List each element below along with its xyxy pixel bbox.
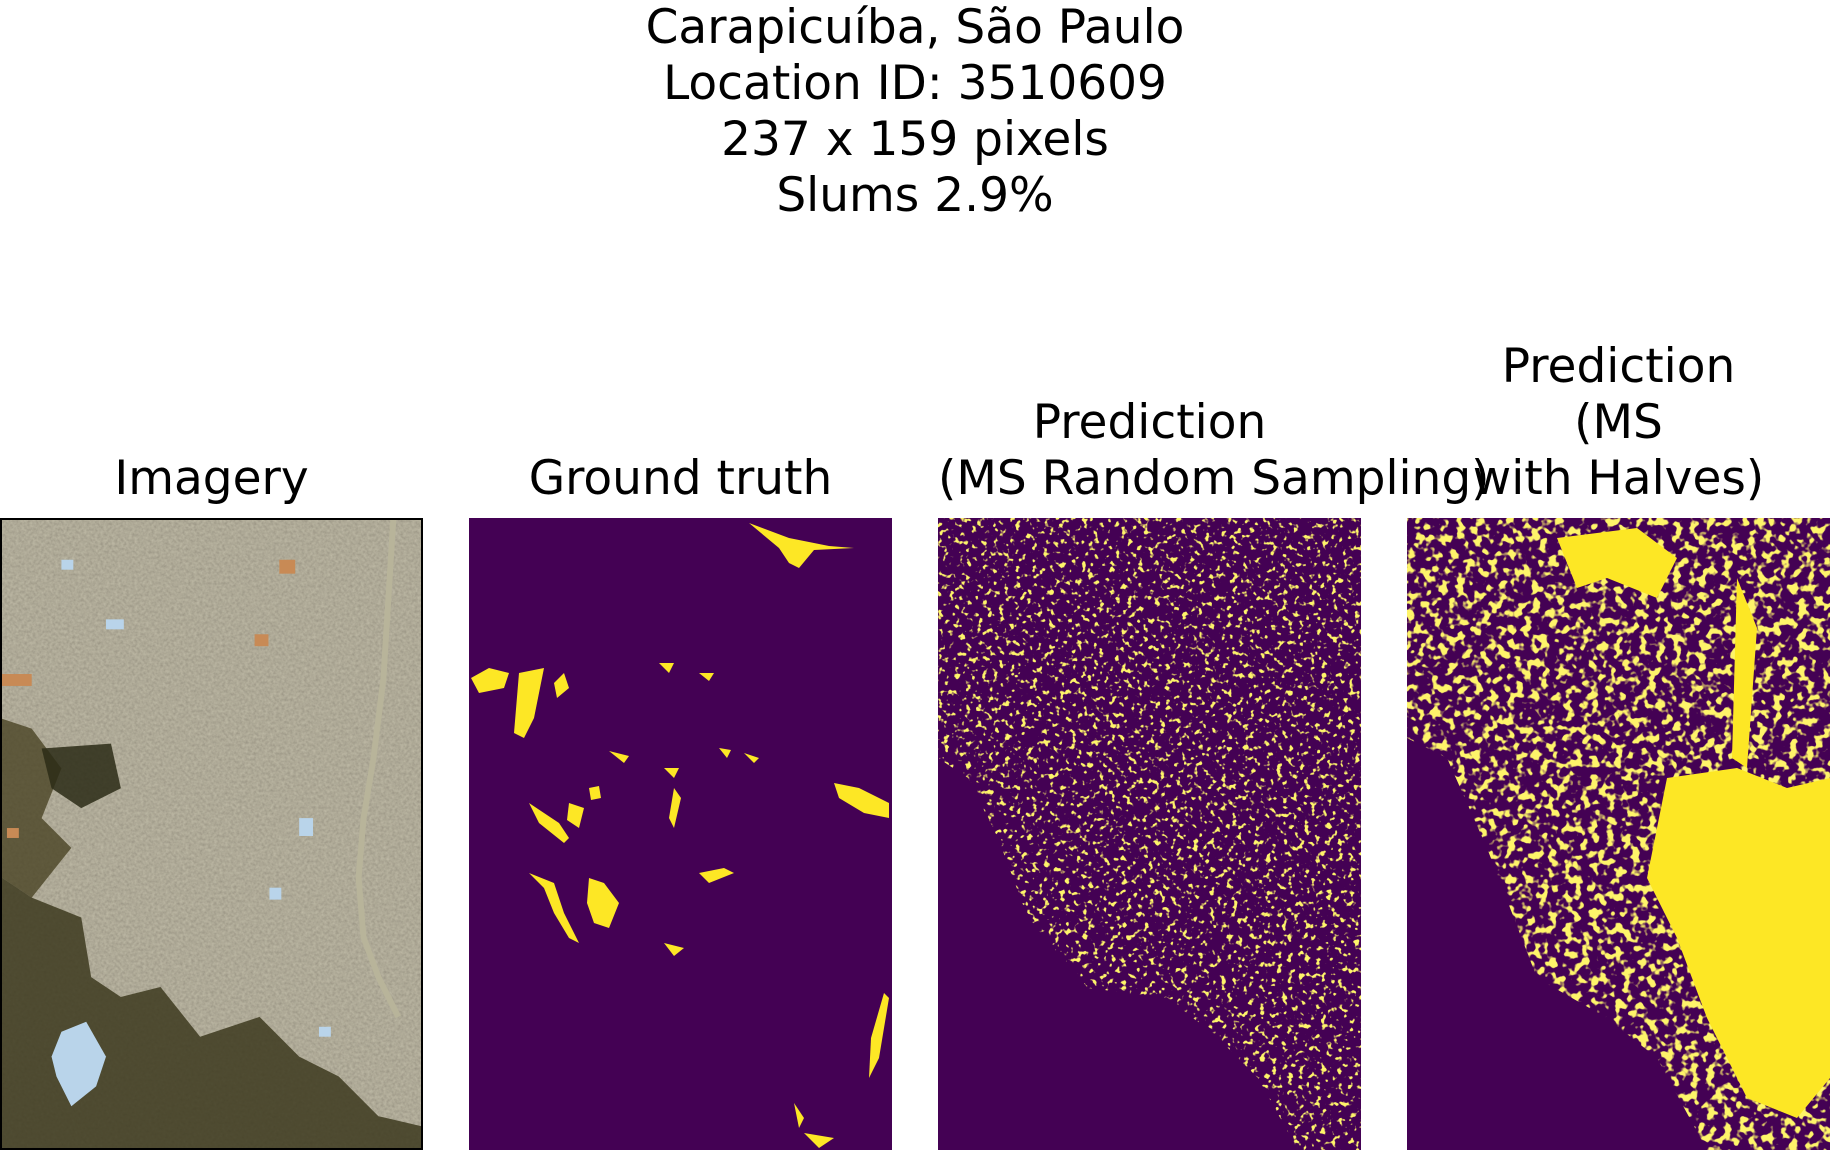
satellite-imagery-panel	[0, 518, 423, 1150]
prediction-halves-mask	[1407, 518, 1830, 1150]
suptitle-location-id: Location ID: 3510609	[663, 56, 1167, 111]
ground-truth-mask-panel	[469, 518, 892, 1150]
suptitle-dimensions: 237 x 159 pixels	[721, 112, 1109, 167]
panel-title-prediction-random: Prediction (MS Random Sampling)	[938, 395, 1490, 506]
panel-title-ground-truth: Ground truth	[528, 451, 833, 506]
satellite-imagery	[2, 520, 421, 1148]
suptitle-city: Carapicuíba, São Paulo	[645, 0, 1185, 55]
ground-truth-mask	[469, 518, 892, 1150]
prediction-random-sampling-mask	[938, 518, 1361, 1150]
suptitle-slum-percentage: Slums 2.9%	[776, 168, 1054, 223]
figure-suptitle: Carapicuíba, São Paulo Location ID: 3510…	[0, 0, 1830, 224]
panel-title-prediction-halves: Prediction (MS with Halves)	[1472, 339, 1765, 506]
prediction-halves-mask-panel	[1407, 518, 1830, 1150]
panel-title-imagery: Imagery	[114, 451, 309, 506]
prediction-random-sampling-mask-panel	[938, 518, 1361, 1150]
